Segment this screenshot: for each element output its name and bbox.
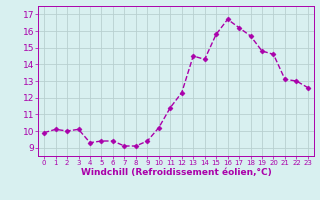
X-axis label: Windchill (Refroidissement éolien,°C): Windchill (Refroidissement éolien,°C) (81, 168, 271, 177)
